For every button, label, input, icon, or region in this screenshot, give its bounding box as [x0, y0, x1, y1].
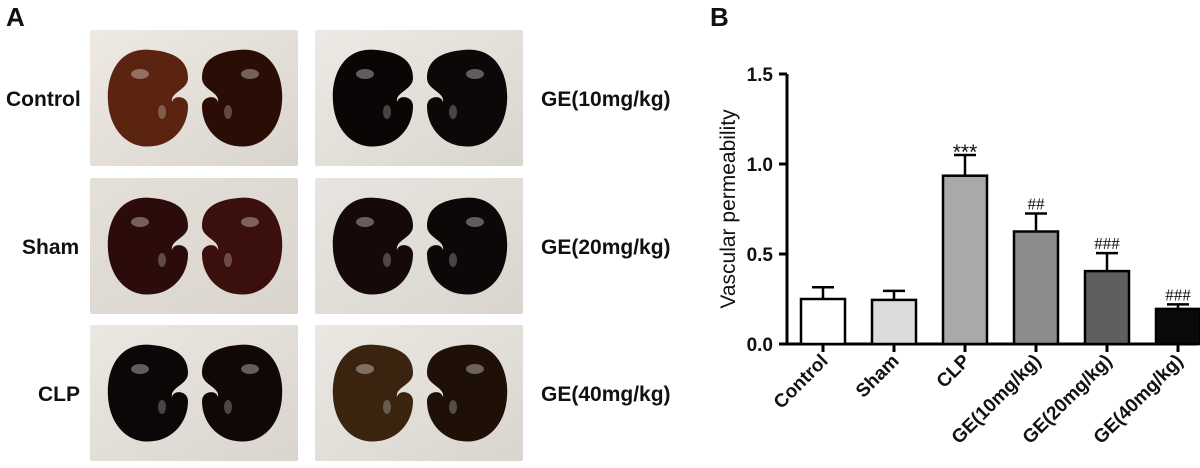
y-tick-label: 1.0: [747, 155, 773, 176]
kidney-highlight: [158, 105, 166, 119]
kidney-highlight: [383, 253, 391, 267]
y-tick-label: 1.5: [747, 65, 774, 86]
kidney-photo-svg: [90, 325, 298, 461]
kidney-photo-svg: [315, 178, 523, 314]
kidney: [107, 49, 188, 147]
bar: [941, 174, 989, 346]
kidney-highlight: [158, 400, 166, 414]
kidney: [427, 49, 508, 147]
kidney-photo-svg: [90, 30, 298, 166]
kidney-highlight: [449, 253, 457, 267]
kidney-highlight: [224, 253, 232, 267]
kidney-highlight: [466, 217, 484, 227]
y-tick-label: 0.0: [747, 335, 773, 356]
kidney-photo-clp: [90, 325, 298, 461]
significance-label: ***: [953, 141, 978, 164]
kidney-highlight: [158, 253, 166, 267]
row-label-sham: Sham: [22, 236, 80, 259]
significance-label: ###: [1165, 285, 1191, 304]
kidney-highlight: [466, 69, 484, 79]
kidney-highlight: [356, 69, 374, 79]
y-axis-label: Vascular permeability: [717, 109, 740, 309]
bar: [1012, 230, 1060, 346]
panel-a-letter: A: [6, 2, 25, 32]
kidney: [332, 49, 413, 147]
kidney: [202, 197, 283, 295]
kidney: [427, 197, 508, 295]
kidney-highlight: [224, 105, 232, 119]
kidney-highlight: [383, 105, 391, 119]
row-label-clp: CLP: [38, 383, 80, 406]
kidney-photo-ge10: [315, 30, 523, 166]
kidney-highlight: [466, 364, 484, 374]
bar: [870, 298, 918, 346]
y-tick-label: 0.5: [747, 245, 774, 266]
kidney: [107, 197, 188, 295]
x-tick-label: CLP: [933, 350, 975, 392]
kidney-highlight: [241, 364, 259, 374]
row-label-control: Control: [6, 88, 81, 111]
bar: [799, 297, 847, 346]
kidney-photo-ge40: [315, 325, 523, 461]
bar: [1154, 307, 1200, 346]
row-label-ge40: GE(40mg/kg): [541, 383, 671, 406]
panel-b-letter: B: [710, 2, 729, 32]
kidney: [332, 344, 413, 442]
kidney-highlight: [131, 69, 149, 79]
kidney-highlight: [449, 105, 457, 119]
x-tick-label: Sham: [852, 351, 903, 402]
kidney-photo-svg: [315, 325, 523, 461]
kidney-photo-sham: [90, 178, 298, 314]
kidney: [427, 344, 508, 442]
kidney-highlight: [356, 364, 374, 374]
kidney-photo-ge20: [315, 178, 523, 314]
kidney: [107, 344, 188, 442]
kidney: [202, 49, 283, 147]
kidney-highlight: [224, 400, 232, 414]
bar-chart: 0.0 0.5 1.0 1.5 Vascular permeability Control…: [715, 30, 1200, 468]
kidney-photo-svg: [90, 178, 298, 314]
kidney-highlight: [241, 69, 259, 79]
kidney-highlight: [383, 400, 391, 414]
kidney-highlight: [449, 400, 457, 414]
kidney-photo-control: [90, 30, 298, 166]
bar-chart-svg: 0.0 0.5 1.0 1.5 Vascular permeability Control…: [717, 65, 1200, 448]
kidney: [202, 344, 283, 442]
significance-label: ##: [1028, 195, 1046, 214]
kidney-highlight: [131, 217, 149, 227]
kidney-highlight: [241, 217, 259, 227]
kidney: [332, 197, 413, 295]
kidney-photo-svg: [315, 30, 523, 166]
x-tick-label: Control: [770, 351, 833, 414]
kidney-highlight: [131, 364, 149, 374]
bar: [1083, 269, 1131, 346]
kidney-highlight: [356, 217, 374, 227]
significance-label: ###: [1094, 234, 1120, 253]
row-label-ge20: GE(20mg/kg): [541, 236, 671, 259]
row-label-ge10: GE(10mg/kg): [541, 88, 671, 111]
